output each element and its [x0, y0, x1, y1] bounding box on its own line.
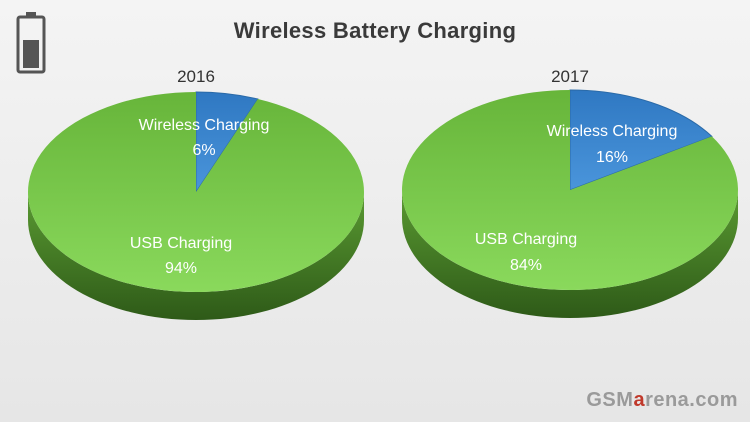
pie-slice	[401, 90, 738, 290]
pie-slice	[27, 92, 364, 292]
pie-slice	[195, 91, 259, 194]
pie-chart-2016: 2016 Wireless Charging 6% USB Charging 94%	[27, 67, 364, 320]
chart-title: Wireless Battery Charging	[233, 18, 517, 43]
slice-label: Wireless Charging	[139, 117, 270, 134]
pie-title: 2016	[177, 67, 215, 86]
slice-value-label: 6%	[192, 142, 215, 159]
pie-chart-2017: 2017 Wireless Charging 16% USB Charging 84%	[401, 67, 738, 318]
slice-label: USB Charging	[130, 235, 232, 252]
slice-value-label: 94%	[165, 260, 197, 277]
pie-side	[28, 192, 364, 320]
slice-value-label: 84%	[510, 257, 542, 274]
slice-label: USB Charging	[475, 231, 577, 248]
slice-value-label: 16%	[596, 149, 628, 166]
battery-icon	[16, 12, 46, 74]
pie-title: 2017	[551, 67, 589, 86]
pie-side	[402, 190, 738, 318]
watermark: GSMarena.com	[586, 389, 738, 411]
pie-slice	[569, 89, 713, 191]
slice-label: Wireless Charging	[547, 123, 678, 140]
